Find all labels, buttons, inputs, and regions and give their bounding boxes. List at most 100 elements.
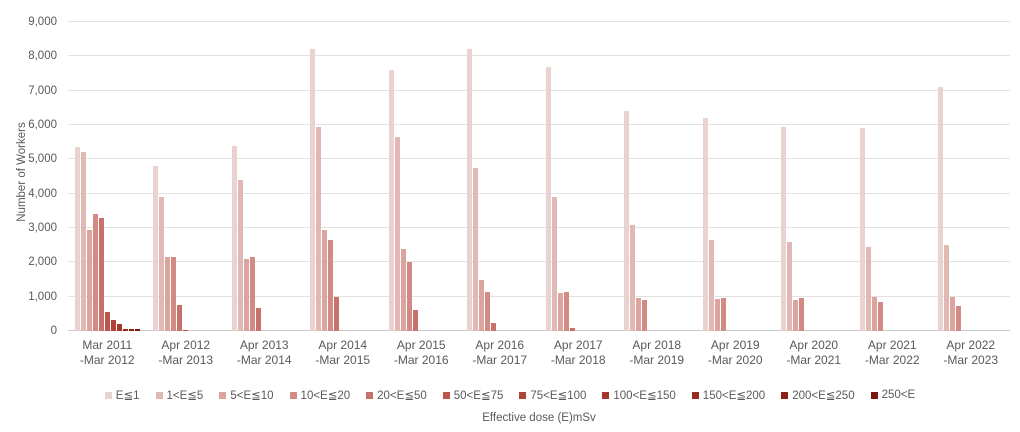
legend-item: 75<E≦100 — [519, 388, 586, 402]
plot-area — [68, 21, 1010, 331]
bar-group — [618, 22, 697, 331]
x-axis-line — [68, 330, 1010, 331]
bar — [92, 214, 98, 331]
bar — [557, 293, 563, 331]
x-category-label: Apr 2018 -Mar 2019 — [629, 338, 685, 367]
y-tick-label: 7,000 — [28, 84, 57, 97]
legend-label: 50<E≦75 — [453, 390, 504, 402]
bar — [116, 323, 122, 331]
bar — [563, 291, 569, 331]
bar-group — [68, 22, 147, 331]
bar-group — [304, 22, 383, 331]
x-category-label: Apr 2021 -Mar 2022 — [864, 338, 920, 367]
x-category-label: Apr 2022 -Mar 2023 — [943, 338, 999, 367]
legend-swatch-icon — [781, 391, 789, 399]
bar-group — [147, 22, 226, 331]
legend-label: 5<E≦10 — [230, 390, 274, 402]
bar — [485, 291, 491, 331]
bar — [134, 328, 140, 331]
y-tick-label: 3,000 — [28, 222, 57, 234]
legend-label: 150<E≦200 — [702, 390, 766, 402]
bar — [237, 179, 243, 331]
bar — [80, 152, 86, 331]
legend-item: E≦1 — [104, 388, 140, 402]
y-tick-label: 1,000 — [28, 290, 57, 303]
legend-label: 200<E≦250 — [792, 390, 855, 402]
x-category-label: Apr 2016 -Mar 2017 — [472, 338, 528, 367]
legend-item: 10<E≦20 — [289, 388, 351, 402]
bar — [624, 111, 630, 331]
y-tick-label: 8,000 — [28, 50, 57, 63]
y-tick-label: 6,000 — [28, 119, 57, 131]
bar-group — [382, 22, 461, 331]
bar — [569, 327, 575, 331]
bar — [334, 296, 340, 331]
bar — [714, 299, 720, 331]
bar — [781, 126, 787, 331]
bar — [310, 49, 316, 331]
bar — [702, 118, 708, 331]
bar-group — [932, 22, 1011, 331]
legend-swatch-icon — [289, 391, 297, 399]
x-axis-category-labels: Mar 2011 -Mar 2012 Apr 2012 -Mar 2013 Apr 20… — [68, 338, 1010, 368]
legend-item: 1<E≦5 — [155, 388, 204, 402]
bar — [231, 145, 237, 331]
y-tick-label: 9,000 — [28, 16, 57, 28]
gridline — [68, 55, 1010, 57]
bar — [171, 257, 177, 331]
bar — [394, 137, 400, 331]
gridline — [68, 21, 1010, 22]
bar — [708, 240, 714, 331]
bar — [243, 258, 249, 331]
bar — [159, 197, 165, 331]
bar — [551, 197, 557, 331]
gridline — [68, 192, 1010, 194]
bar — [86, 229, 92, 331]
bar — [165, 257, 171, 331]
bar — [871, 296, 877, 331]
y-tick-label: 2,000 — [28, 256, 57, 269]
bar — [400, 249, 406, 331]
bar — [944, 245, 950, 331]
bar-group — [696, 22, 775, 331]
legend-label: 1<E≦5 — [166, 390, 204, 402]
bar — [153, 166, 159, 331]
legend-label: 20<E≦50 — [377, 390, 427, 402]
bar-group — [225, 22, 304, 331]
x-category-label: Apr 2017 -Mar 2018 — [550, 338, 606, 367]
x-category-label: Apr 2019 -Mar 2020 — [707, 338, 763, 367]
legend-label: 250<E — [881, 389, 916, 401]
bar — [720, 298, 726, 331]
bar — [412, 310, 418, 331]
bar — [491, 323, 497, 331]
bar — [877, 301, 883, 331]
legend-item: 250<E — [870, 389, 916, 401]
bar — [183, 329, 189, 331]
bar — [473, 167, 479, 331]
bar-group — [853, 22, 932, 331]
bar — [406, 262, 412, 331]
legend-label: 75<E≦100 — [530, 390, 587, 402]
bar — [98, 217, 104, 331]
x-category-label: Apr 2012 -Mar 2013 — [158, 338, 214, 367]
x-category-label: Apr 2015 -Mar 2016 — [393, 338, 449, 367]
bar — [388, 70, 394, 331]
legend-swatch-icon — [104, 391, 112, 399]
bar — [787, 242, 793, 331]
bar — [479, 279, 485, 331]
legend-swatch-icon — [366, 391, 374, 399]
bar — [316, 126, 322, 331]
legend-item: 20<E≦50 — [366, 388, 427, 402]
bar — [799, 298, 805, 331]
legend-label: 10<E≦20 — [300, 390, 351, 402]
bar — [938, 87, 944, 331]
legend-item: 200<E≦250 — [781, 388, 855, 402]
legend-label: E≦1 — [115, 390, 140, 402]
legend-item: 50<E≦75 — [442, 388, 504, 402]
bar-groups-container — [68, 22, 1010, 331]
chart-legend: E≦1 1<E≦5 5<E≦10 10<E≦20 20<E≦50 50<E≦75 75<E≦… — [0, 388, 1020, 402]
x-axis-title: Effective dose (E)mSv — [482, 412, 596, 424]
bar — [642, 300, 648, 331]
bar — [128, 329, 134, 331]
bar — [630, 224, 636, 331]
